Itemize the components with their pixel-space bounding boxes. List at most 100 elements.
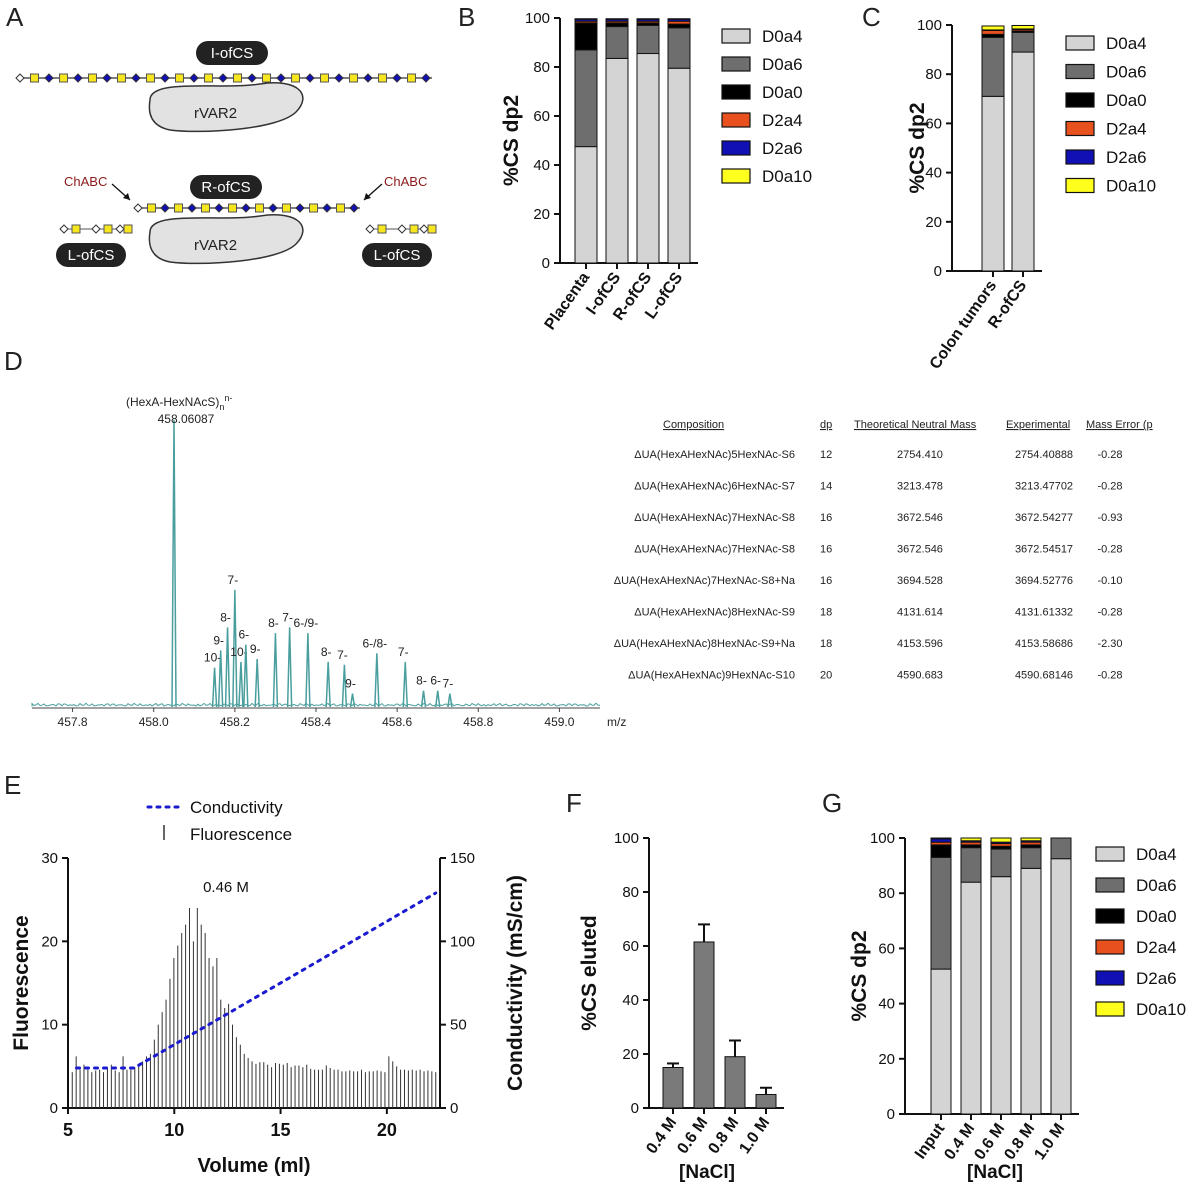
bar: [662, 1067, 684, 1109]
table-cell: ΔUA(HexAHexNAc)5HexNAc-S6: [634, 449, 795, 461]
spectrum-peak: [325, 661, 331, 708]
diamond-icon: [419, 224, 429, 234]
square-icon: [262, 73, 271, 83]
legend-label-d0a0: D0a0: [1136, 907, 1177, 926]
legend-swatch-d2a6: [1095, 970, 1125, 986]
peak-annotation: 0.46 M: [203, 879, 249, 896]
legend-fluorescence-label: Fluorescence: [190, 825, 292, 844]
y-tick-label: 100: [450, 933, 475, 950]
square-icon: [117, 73, 126, 83]
table-cell: ΔUA(HexAHexNAc)7HexNAc-S8: [634, 544, 795, 556]
bar-segment-d0a4: [981, 95, 1005, 272]
diamond-icon: [131, 73, 141, 83]
table-cell: 3672.54277: [1015, 512, 1073, 524]
y-tick-label: 50: [450, 1017, 467, 1034]
bar-segment-d0a4: [636, 53, 660, 264]
y-tick-label: 0: [542, 255, 550, 272]
l-ofcs-pill-left: [56, 243, 126, 267]
bar-segment-d0a10: [930, 837, 952, 840]
table-cell: 18: [820, 638, 832, 650]
spectrum-peak: [305, 633, 311, 708]
table-cell: -0.28: [1097, 607, 1122, 619]
table-cell: 3672.54517: [1015, 544, 1073, 556]
spectrum-peak: [232, 589, 238, 708]
square-icon: [427, 224, 437, 234]
legend-swatch-d0a0: [1065, 92, 1095, 108]
diamond-icon: [322, 203, 332, 213]
diamond-icon: [73, 73, 83, 83]
panel-a-schematic: I-ofCS rVAR2 R-ofCS rVAR2 ChABC ChABC L-…: [15, 41, 437, 267]
square-icon: [147, 203, 156, 213]
legend-label-d0a10: D0a10: [1106, 177, 1156, 196]
square-icon: [377, 224, 387, 234]
panel-e-letter: E: [4, 770, 21, 800]
peak-label: 7-: [443, 677, 454, 691]
table-cell: 3694.528: [897, 575, 943, 587]
x-axis-label: Volume (ml): [198, 1155, 311, 1177]
peak-label: 6-/8-: [363, 636, 388, 650]
table-cell: 4590.68146: [1015, 670, 1073, 682]
table-cell: 16: [820, 544, 832, 556]
peak-label: 10-: [230, 645, 247, 659]
diamond-icon: [397, 224, 407, 234]
peak-label: 10-: [204, 651, 221, 665]
peak-label: 8-: [321, 645, 332, 659]
x-tick-label: 1.0 M: [1031, 1121, 1068, 1164]
x-tick-label: 0.6 M: [971, 1121, 1008, 1164]
table-cell: -0.28: [1097, 544, 1122, 556]
square-icon: [175, 73, 184, 83]
table-cell: 14: [820, 481, 832, 493]
main-peak-mz: 458.06087: [158, 412, 215, 426]
square-icon: [204, 73, 213, 83]
bar-segment-d0a10: [1011, 24, 1035, 30]
x-tick-label: 458.8: [463, 715, 493, 729]
rvar2-label-bottom: rVAR2: [194, 237, 237, 254]
legend-label-d2a4: D2a4: [1136, 938, 1177, 957]
y-tick-label: 60: [622, 938, 639, 955]
square-icon: [309, 203, 318, 213]
y-tick-label: 40: [878, 996, 895, 1013]
table-cell: 3213.478: [897, 481, 943, 493]
panel-b-letter: B: [458, 2, 475, 32]
table-cell: ΔUA(HexAHexNAc)6HexNAc-S7: [634, 481, 795, 493]
chabc-label-left: ChABC: [64, 174, 107, 189]
y-tick-label: 30: [41, 850, 58, 867]
chart-d-mass-spectrum: 10-9-8-7-10-6-9-8- 7- 6-/9-8- 7-9-6-/8-7-8-…: [31, 393, 626, 729]
x-tick-label: 20: [377, 1120, 397, 1140]
square-icon: [103, 224, 113, 234]
legend-label-d0a6: D0a6: [1136, 876, 1177, 895]
bar: [755, 1094, 777, 1109]
y-axis-label: %CS dp2: [848, 930, 871, 1021]
legend-swatch-d2a6: [721, 140, 751, 156]
bar-segment-d2a4: [981, 29, 1005, 35]
diamond-icon: [160, 73, 170, 83]
legend-label-d0a4: D0a4: [1136, 845, 1177, 864]
square-icon: [59, 73, 68, 83]
diamond-icon: [44, 73, 54, 83]
l-ofcs-label-right: L-ofCS: [374, 247, 421, 264]
spectrum-peak: [224, 627, 231, 708]
bar-segment-d0a6: [990, 848, 1012, 878]
bar-segment-d0a10: [960, 837, 982, 842]
y-tick-label: 20: [533, 206, 550, 223]
table-cell: 3672.546: [897, 512, 943, 524]
y-tick-label: 0: [631, 1100, 639, 1117]
bar-segment-d0a4: [990, 876, 1012, 1115]
bar-segment-d0a0: [667, 23, 691, 29]
x-tick-label: 459.0: [544, 715, 574, 729]
bar-segment-d0a0: [930, 844, 952, 858]
spectrum-peak: [286, 627, 293, 708]
square-icon: [146, 73, 155, 83]
table-cell: 18: [820, 607, 832, 619]
square-icon: [378, 73, 387, 83]
legend-swatch-d0a4: [1095, 846, 1125, 862]
x-tick-label: 0.4 M: [643, 1115, 680, 1158]
table-cell: 16: [820, 512, 832, 524]
table-header: Theoretical Neutral Mass: [854, 419, 977, 431]
diamond-icon: [189, 73, 199, 83]
x-tick-label: Placenta: [542, 269, 594, 333]
rvar2-shape-top: [148, 82, 304, 133]
y-tick-label: 60: [533, 108, 550, 125]
